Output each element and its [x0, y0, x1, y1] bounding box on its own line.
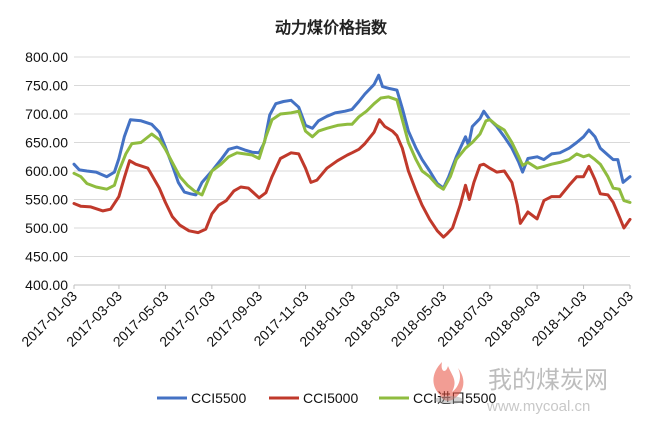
- y-tick-label: 450.00: [25, 249, 68, 265]
- watermark-chinese: 我的煤炭网: [488, 366, 608, 394]
- y-tick-label: 400.00: [25, 277, 68, 293]
- x-axis: 2017-01-032017-03-032017-05-032017-07-03…: [18, 285, 636, 350]
- series-line-cci5500: [72, 73, 632, 197]
- watermark-url: www.mycoal.cn: [486, 398, 590, 415]
- y-tick-label: 600.00: [25, 163, 68, 179]
- y-tick-label: 550.00: [25, 192, 68, 208]
- legend: CCI5500CCI5000CCI进口5500: [157, 390, 496, 406]
- watermark: 我的煤炭网 www.mycoal.cn: [433, 362, 608, 415]
- grid-lines: [74, 56, 630, 286]
- legend-label: CCI5000: [303, 390, 358, 406]
- series-line-cci进口5500: [72, 95, 632, 204]
- y-tick-label: 800.00: [25, 49, 68, 65]
- y-tick-label: 650.00: [25, 135, 68, 151]
- legend-item: CCI5000: [269, 390, 358, 406]
- y-tick-label: 750.00: [25, 78, 68, 94]
- chart-title: 动力煤价格指数: [275, 18, 388, 37]
- y-axis: 400.00 450.00 500.00 550.00 600.00 650.00 700.…: [25, 49, 68, 293]
- legend-label: CCI5500: [191, 390, 246, 406]
- legend-item: CCI5500: [157, 390, 246, 406]
- y-tick-label: 500.00: [25, 220, 68, 236]
- series-lines: [72, 73, 632, 239]
- watermark-logo-icon: [433, 362, 464, 404]
- y-tick-label: 700.00: [25, 106, 68, 122]
- series-line-cci5000: [72, 118, 632, 239]
